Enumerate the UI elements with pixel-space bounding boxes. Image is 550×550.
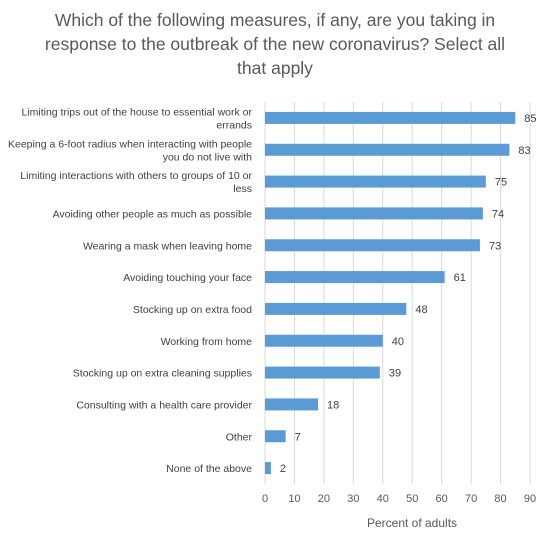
category-label-line: Wearing a mask when leaving home	[83, 240, 252, 252]
category-label: Avoiding other people as much as possibl…	[53, 208, 253, 220]
labels: 0 10 20 30 40 50 60 70 80 90 85 Limiting trips out …	[8, 106, 537, 505]
chart-title-line-3: that apply	[237, 58, 313, 78]
category-label-line: errands	[216, 119, 252, 131]
category-label-line: Limiting interactions with others to gro…	[20, 170, 252, 182]
x-tick-label: 80	[494, 493, 506, 505]
x-tick-label: 70	[465, 493, 477, 505]
data-label: 18	[327, 399, 339, 411]
bar	[265, 366, 380, 379]
category-label-line: None of the above	[166, 463, 252, 475]
category-label-line: Consulting with a health care provider	[76, 399, 252, 411]
category-label-line: less	[233, 183, 252, 195]
data-label: 73	[489, 240, 501, 252]
category-label: Limiting trips out of the house to essen…	[21, 106, 252, 131]
x-tick-label: 40	[377, 493, 389, 505]
bar	[265, 239, 480, 252]
x-tick-label: 50	[406, 493, 418, 505]
data-label: 61	[454, 272, 466, 284]
data-label: 74	[492, 208, 504, 220]
bar	[265, 398, 318, 411]
data-label: 40	[392, 336, 404, 348]
category-label-line: Stocking up on extra food	[133, 304, 252, 316]
category-label-line: Working from home	[161, 336, 253, 348]
category-label: Working from home	[161, 336, 253, 348]
category-label-line: Limiting trips out of the house to essen…	[21, 106, 252, 118]
category-label: Avoiding touching your face	[123, 272, 252, 284]
data-label: 2	[280, 463, 286, 475]
bar	[265, 207, 483, 220]
category-label: Stocking up on extra food	[133, 304, 252, 316]
data-label: 7	[295, 431, 301, 443]
bar	[265, 111, 516, 124]
category-label-line: Other	[226, 431, 253, 443]
chart-title: Which of the following measures, if any,…	[0, 8, 550, 80]
category-label: Stocking up on extra cleaning supplies	[73, 368, 252, 380]
data-label: 39	[389, 368, 401, 380]
x-axis-title: Percent of adults	[367, 516, 457, 530]
category-label-line: Keeping a 6-foot radius when interacting…	[8, 138, 252, 150]
x-tick-label: 90	[524, 493, 536, 505]
category-label-line: you do not live with	[163, 151, 252, 163]
chart-title-line-1: Which of the following measures, if any,…	[54, 10, 496, 30]
bar	[265, 462, 271, 475]
category-label: Other	[226, 431, 253, 443]
x-tick-label: 60	[436, 493, 448, 505]
data-label: 48	[415, 304, 427, 316]
category-label-line: Avoiding other people as much as possibl…	[53, 208, 253, 220]
data-label: 75	[495, 177, 507, 189]
data-label: 85	[524, 113, 536, 125]
data-label: 83	[518, 145, 530, 157]
x-tick-label: 20	[318, 493, 330, 505]
bar	[265, 430, 286, 443]
category-label: None of the above	[166, 463, 252, 475]
category-label: Consulting with a health care provider	[76, 399, 252, 411]
bar	[265, 271, 445, 284]
bar	[265, 175, 486, 188]
category-label: Wearing a mask when leaving home	[83, 240, 252, 252]
x-tick-label: 10	[288, 493, 300, 505]
category-label: Keeping a 6-foot radius when interacting…	[8, 138, 252, 163]
bar	[265, 302, 407, 315]
bar	[265, 334, 383, 347]
x-tick-label: 30	[347, 493, 359, 505]
chart-title-line-2: response to the outbreak of the new coro…	[44, 34, 506, 54]
bar	[265, 143, 510, 156]
x-tick-label: 0	[262, 493, 268, 505]
bars	[265, 111, 516, 475]
category-label-line: Stocking up on extra cleaning supplies	[73, 368, 252, 380]
gridlines	[264, 102, 531, 484]
category-label-line: Avoiding touching your face	[123, 272, 252, 284]
category-label: Limiting interactions with others to gro…	[20, 170, 252, 195]
